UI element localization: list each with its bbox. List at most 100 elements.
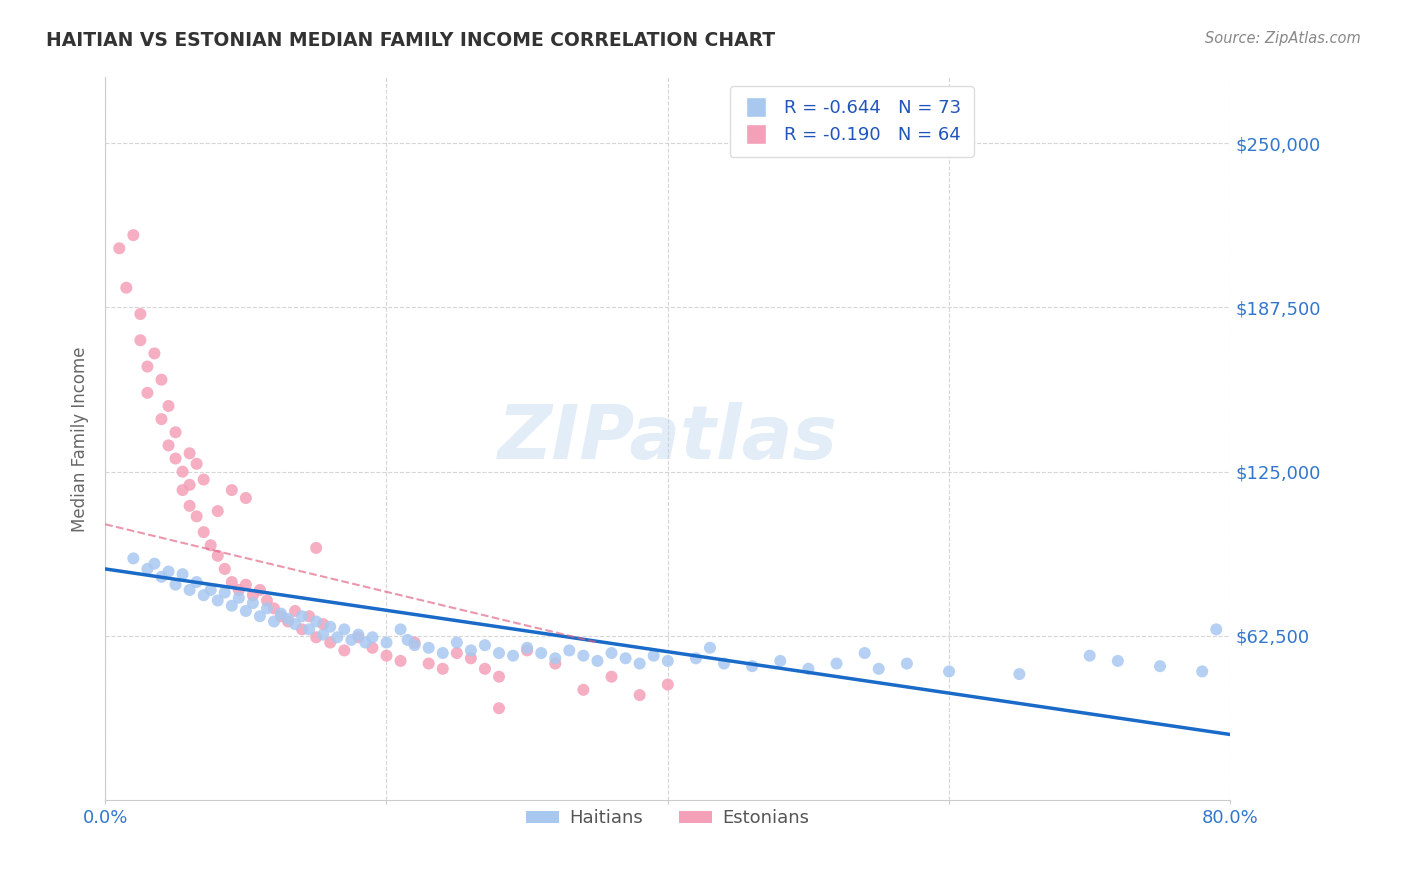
- Point: [389, 654, 412, 668]
- Point: [207, 504, 229, 518]
- Point: [157, 399, 180, 413]
- Point: [446, 635, 468, 649]
- Point: [165, 451, 187, 466]
- Point: [418, 640, 440, 655]
- Point: [150, 373, 173, 387]
- Point: [172, 465, 194, 479]
- Point: [896, 657, 918, 671]
- Point: [460, 651, 482, 665]
- Point: [235, 577, 257, 591]
- Point: [270, 607, 292, 621]
- Point: [263, 615, 285, 629]
- Point: [432, 662, 454, 676]
- Point: [284, 604, 307, 618]
- Point: [235, 491, 257, 505]
- Point: [207, 549, 229, 563]
- Point: [129, 307, 152, 321]
- Point: [404, 638, 426, 652]
- Point: [214, 562, 236, 576]
- Point: [122, 228, 145, 243]
- Point: [361, 630, 384, 644]
- Point: [1191, 665, 1213, 679]
- Point: [143, 346, 166, 360]
- Legend: Haitians, Estonians: Haitians, Estonians: [519, 802, 817, 835]
- Point: [115, 281, 138, 295]
- Point: [305, 630, 328, 644]
- Point: [186, 509, 208, 524]
- Point: [404, 635, 426, 649]
- Point: [150, 570, 173, 584]
- Point: [221, 483, 243, 497]
- Point: [242, 588, 264, 602]
- Point: [312, 627, 335, 641]
- Point: [200, 582, 222, 597]
- Point: [221, 599, 243, 613]
- Point: [488, 701, 510, 715]
- Point: [179, 499, 201, 513]
- Point: [460, 643, 482, 657]
- Point: [600, 670, 623, 684]
- Point: [1107, 654, 1129, 668]
- Point: [600, 646, 623, 660]
- Point: [657, 677, 679, 691]
- Point: [354, 635, 377, 649]
- Point: [136, 562, 159, 576]
- Point: [108, 241, 131, 255]
- Point: [165, 577, 187, 591]
- Y-axis label: Median Family Income: Median Family Income: [72, 346, 89, 532]
- Point: [221, 575, 243, 590]
- Point: [741, 659, 763, 673]
- Point: [186, 457, 208, 471]
- Point: [1205, 623, 1227, 637]
- Point: [193, 473, 215, 487]
- Point: [361, 640, 384, 655]
- Point: [172, 483, 194, 497]
- Point: [136, 359, 159, 374]
- Point: [488, 670, 510, 684]
- Point: [572, 648, 595, 663]
- Point: [474, 662, 496, 676]
- Point: [298, 609, 321, 624]
- Point: [157, 438, 180, 452]
- Point: [340, 632, 363, 647]
- Point: [868, 662, 890, 676]
- Point: [1008, 667, 1031, 681]
- Point: [319, 635, 342, 649]
- Point: [165, 425, 187, 440]
- Point: [769, 654, 792, 668]
- Point: [628, 688, 651, 702]
- Point: [375, 648, 398, 663]
- Point: [544, 657, 567, 671]
- Point: [249, 609, 271, 624]
- Point: [516, 643, 538, 657]
- Point: [235, 604, 257, 618]
- Point: [172, 567, 194, 582]
- Point: [797, 662, 820, 676]
- Point: [242, 596, 264, 610]
- Point: [643, 648, 665, 663]
- Text: HAITIAN VS ESTONIAN MEDIAN FAMILY INCOME CORRELATION CHART: HAITIAN VS ESTONIAN MEDIAN FAMILY INCOME…: [46, 31, 776, 50]
- Point: [657, 654, 679, 668]
- Point: [214, 585, 236, 599]
- Point: [1078, 648, 1101, 663]
- Point: [825, 657, 848, 671]
- Point: [200, 538, 222, 552]
- Point: [122, 551, 145, 566]
- Point: [284, 617, 307, 632]
- Point: [319, 620, 342, 634]
- Point: [333, 643, 356, 657]
- Point: [502, 648, 524, 663]
- Text: Source: ZipAtlas.com: Source: ZipAtlas.com: [1205, 31, 1361, 46]
- Text: ZIPatlas: ZIPatlas: [498, 402, 838, 475]
- Point: [432, 646, 454, 660]
- Point: [347, 627, 370, 641]
- Point: [256, 593, 278, 607]
- Point: [713, 657, 735, 671]
- Point: [853, 646, 876, 660]
- Point: [347, 630, 370, 644]
- Point: [396, 632, 419, 647]
- Point: [179, 582, 201, 597]
- Point: [270, 609, 292, 624]
- Point: [249, 582, 271, 597]
- Point: [389, 623, 412, 637]
